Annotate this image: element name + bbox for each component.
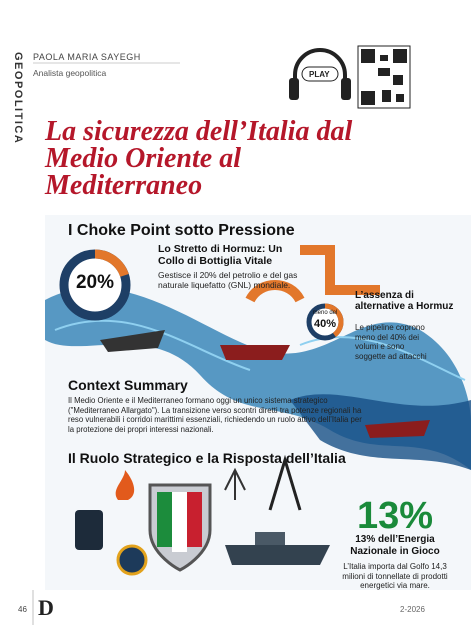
- page-number: 46: [18, 605, 27, 614]
- logo: D: [38, 595, 54, 620]
- stat-label: 13% dell’Energia Nazionale in Gioco: [350, 534, 440, 557]
- hormuz-title: Lo Stretto di Hormuz: Un Collo di Bottig…: [158, 243, 283, 267]
- author-name: PAOLA MARIA SAYEGH: [33, 52, 141, 62]
- donut-arc: [324, 303, 344, 337]
- stat-value: 13%: [356, 495, 434, 537]
- issue: 2-2026: [400, 605, 425, 614]
- pipeline: [245, 245, 380, 303]
- ship: [220, 345, 290, 360]
- info-heading: I Choke Point sotto Pressione: [68, 222, 295, 239]
- alt-text: Le pipeline coprono meno del 40% dei vol…: [355, 323, 427, 361]
- ship: [100, 330, 165, 352]
- italy-art: [75, 454, 330, 576]
- context-title: Context Summary: [68, 377, 188, 393]
- ship: [365, 420, 430, 438]
- hormuz-text: Gestisce il 20% del petrolio e del gas n…: [158, 270, 298, 290]
- section-label: GEOPOLITICA: [12, 52, 24, 145]
- context-text: Il Medio Oriente e il Mediterraneo forma…: [68, 396, 362, 434]
- title: La sicurezza dell’Italia dal Medio Orien…: [45, 116, 353, 201]
- section-heading: Il Ruolo Strategico e la Risposta dell’I…: [68, 450, 346, 466]
- audio-icon: [289, 48, 351, 100]
- alt-share: 40%: [313, 318, 337, 330]
- alt-prefix: meno del: [312, 310, 338, 316]
- play-label[interactable]: PLAY: [309, 70, 330, 79]
- alt-title: L’assenza di alternative a Hormuz: [355, 290, 454, 312]
- donut-arc: [94, 249, 129, 278]
- author-role: Analista geopolitica: [33, 68, 107, 78]
- qr-code: [357, 45, 411, 109]
- hormuz-share: 20%: [75, 272, 115, 293]
- sidebar: GEOPOLITICA: [4, 52, 24, 145]
- stat-text: L’Italia importa dal Golfo 14,3 milioni …: [342, 562, 448, 590]
